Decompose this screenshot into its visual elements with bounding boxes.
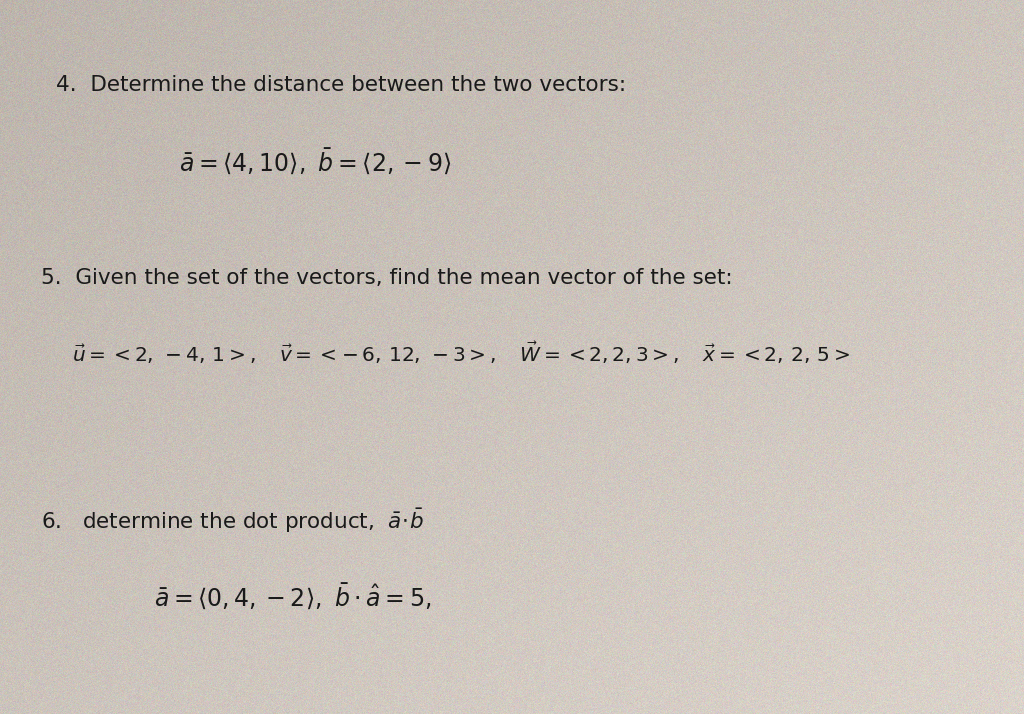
Text: $\bar{a}=\langle 4,10\rangle,\ \bar{b}=\langle 2,-9\rangle$: $\bar{a}=\langle 4,10\rangle,\ \bar{b}=\… xyxy=(179,146,452,176)
Text: 6.   determine the dot product,  $\bar{a}\!\cdot\!\bar{b}$: 6. determine the dot product, $\bar{a}\!… xyxy=(41,507,424,536)
Text: $\vec{u}=<2,\,-4,\,1>,\quad \vec{v}=<\!-6,\,12,\,-3>,\quad \vec{W}=<2,2,3>,\quad: $\vec{u}=<2,\,-4,\,1>,\quad \vec{v}=<\!-… xyxy=(72,339,850,366)
Text: $\bar{a}=\langle 0,4,-2\rangle,\ \bar{b}\cdot\hat{a}=5,$: $\bar{a}=\langle 0,4,-2\rangle,\ \bar{b}… xyxy=(154,582,431,612)
Text: 5.  Given the set of the vectors, find the mean vector of the set:: 5. Given the set of the vectors, find th… xyxy=(41,268,732,288)
Text: 4.  Determine the distance between the two vectors:: 4. Determine the distance between the tw… xyxy=(56,75,627,95)
